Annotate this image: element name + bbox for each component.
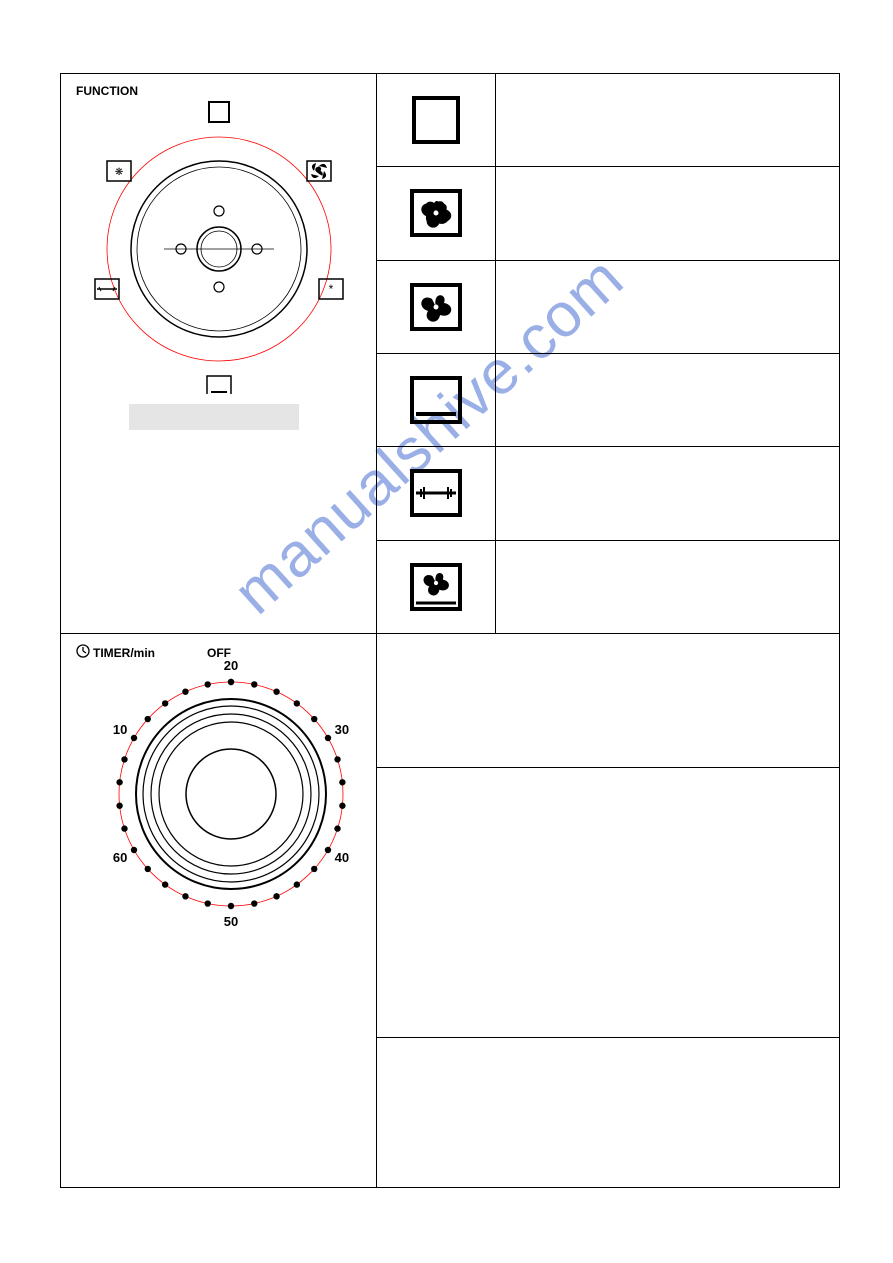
fan-bottom-icon bbox=[406, 557, 466, 617]
gray-band bbox=[129, 404, 299, 430]
desc-cell-0 bbox=[496, 74, 840, 167]
desc-cell-2 bbox=[496, 260, 840, 353]
svg-text:50: 50 bbox=[224, 914, 238, 929]
svg-text:30: 30 bbox=[335, 722, 349, 737]
timer-desc-2 bbox=[376, 1038, 839, 1188]
timer-dial: 10 20 30 40 50 60 bbox=[91, 654, 371, 934]
function-dial: * bbox=[71, 84, 367, 394]
icon-cell-2 bbox=[376, 260, 496, 353]
desc-cell-3 bbox=[496, 353, 840, 446]
function-dial-cell: FUNCTION bbox=[61, 74, 377, 634]
svg-text:*: * bbox=[329, 282, 334, 296]
icon-cell-5 bbox=[376, 540, 496, 633]
fan-box-icon bbox=[406, 183, 466, 243]
timer-desc-0 bbox=[376, 634, 839, 768]
square-icon bbox=[406, 90, 466, 150]
desc-cell-1 bbox=[496, 167, 840, 260]
timer-desc-1 bbox=[376, 768, 839, 1038]
clock-icon bbox=[76, 644, 90, 658]
double-line-icon bbox=[406, 370, 466, 430]
page: manualshive.com FUNCTION bbox=[0, 0, 893, 1263]
icon-cell-4 bbox=[376, 447, 496, 540]
fan-box-2-icon bbox=[406, 277, 466, 337]
icon-cell-0 bbox=[376, 74, 496, 167]
icon-cell-3 bbox=[376, 353, 496, 446]
desc-cell-4 bbox=[496, 447, 840, 540]
icon-cell-1 bbox=[376, 167, 496, 260]
svg-text:60: 60 bbox=[113, 850, 127, 865]
rotisserie-icon bbox=[406, 463, 466, 523]
main-table: FUNCTION bbox=[60, 73, 840, 1188]
svg-text:20: 20 bbox=[224, 658, 238, 673]
svg-text:10: 10 bbox=[113, 722, 127, 737]
desc-cell-5 bbox=[496, 540, 840, 633]
timer-dial-cell: TIMER/min OFF 102030405060 bbox=[61, 634, 377, 1188]
svg-text:❋: ❋ bbox=[115, 167, 123, 178]
svg-text:40: 40 bbox=[335, 850, 349, 865]
